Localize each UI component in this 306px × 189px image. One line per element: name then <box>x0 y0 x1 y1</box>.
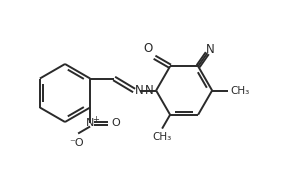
Text: +: + <box>92 115 99 124</box>
Text: N: N <box>206 43 215 56</box>
Text: N: N <box>145 84 154 97</box>
Text: N: N <box>135 84 144 97</box>
Text: N: N <box>86 119 94 129</box>
Text: ⁻O: ⁻O <box>69 138 84 147</box>
Text: CH₃: CH₃ <box>230 85 249 95</box>
Text: CH₃: CH₃ <box>152 132 172 142</box>
Text: O: O <box>111 119 120 129</box>
Text: O: O <box>143 42 152 55</box>
